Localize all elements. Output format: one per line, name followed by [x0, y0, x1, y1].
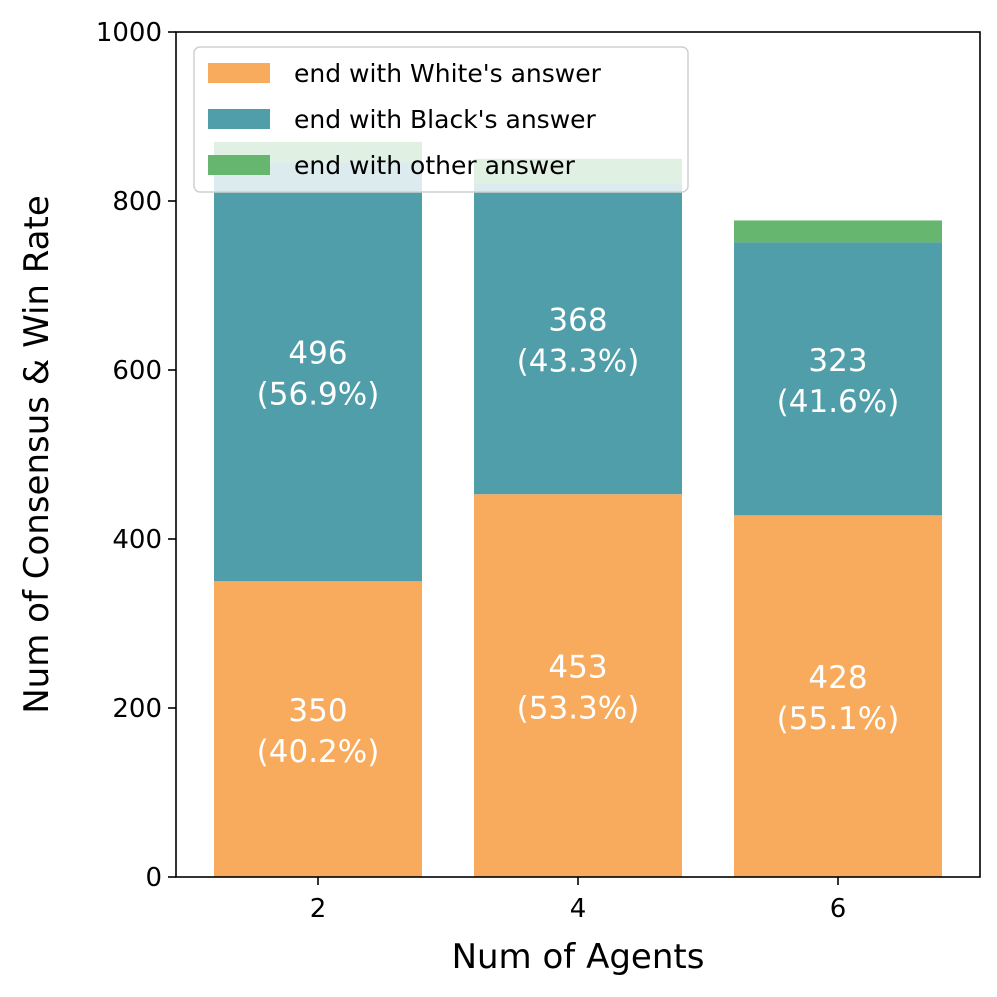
bar-2-series-1 — [214, 162, 422, 582]
y-tick-label: 200 — [112, 694, 162, 724]
y-tick-label: 1000 — [96, 18, 162, 48]
bar-value-label: 496 — [288, 336, 347, 372]
x-tick-label: 2 — [310, 894, 327, 924]
bar-value-label: 428 — [808, 660, 867, 696]
bar-percent-label: (56.9%) — [257, 377, 380, 413]
bar-6-series-1 — [734, 242, 942, 516]
bar-percent-label: (43.3%) — [517, 344, 640, 380]
y-tick-label: 600 — [112, 356, 162, 386]
y-tick-label: 800 — [112, 187, 162, 217]
bar-6-series-2 — [734, 220, 942, 243]
bar-4-series-1 — [474, 183, 682, 495]
bar-labels-layer: 350 (40.2%) 496 (56.9%) 453 (53.3%) 368 (43.3%)… — [257, 303, 900, 770]
x-tick-label: 4 — [570, 894, 587, 924]
bars-layer — [214, 141, 942, 877]
y-tick-label: 400 — [112, 525, 162, 555]
legend-label: end with White's answer — [294, 59, 602, 88]
y-axis-label: Num of Consensus & Win Rate — [17, 195, 57, 714]
legend-label: end with other answer — [294, 151, 576, 180]
x-tick-label: 6 — [830, 894, 847, 924]
legend-label: end with Black's answer — [294, 105, 597, 134]
bar-value-label: 350 — [288, 693, 347, 729]
legend-swatch — [208, 109, 270, 129]
bar-value-label: 453 — [548, 650, 607, 686]
legend: end with White's answer end with Black's … — [193, 46, 689, 193]
bar-percent-label: (53.3%) — [517, 691, 640, 727]
legend-swatch — [208, 155, 270, 175]
bar-value-label: 323 — [808, 343, 867, 379]
bar-4-series-0 — [474, 494, 682, 877]
bar-value-label: 368 — [548, 303, 607, 339]
bar-percent-label: (40.2%) — [257, 734, 380, 770]
bar-2-series-0 — [214, 581, 422, 877]
bar-percent-label: (55.1%) — [777, 701, 900, 737]
bar-percent-label: (41.6%) — [777, 384, 900, 420]
legend-box — [193, 46, 689, 193]
y-tick-label: 0 — [145, 863, 162, 893]
y-axis: 0 200 400 600 800 1000 — [96, 18, 176, 893]
legend-swatch — [208, 63, 270, 83]
bar-6-series-0 — [734, 515, 942, 877]
x-axis: 2 4 6 — [310, 877, 847, 924]
x-axis-label: Num of Agents — [452, 937, 705, 977]
